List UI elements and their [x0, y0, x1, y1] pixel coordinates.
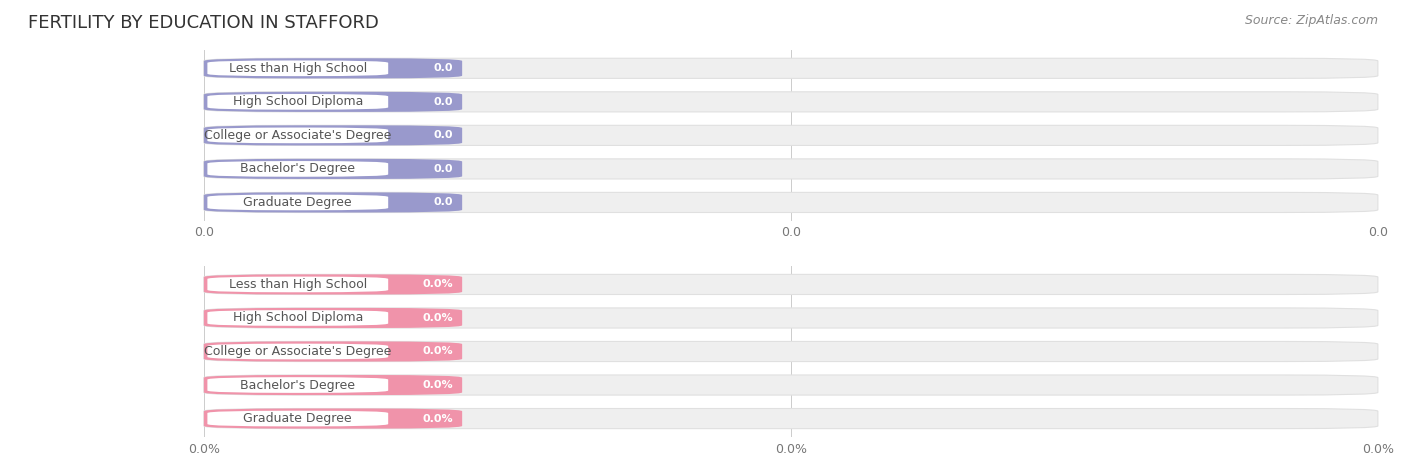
FancyBboxPatch shape [204, 159, 1378, 179]
FancyBboxPatch shape [208, 94, 388, 110]
FancyBboxPatch shape [208, 127, 388, 143]
FancyBboxPatch shape [208, 161, 388, 177]
FancyBboxPatch shape [204, 308, 463, 328]
Text: Source: ZipAtlas.com: Source: ZipAtlas.com [1244, 14, 1378, 27]
FancyBboxPatch shape [204, 375, 463, 395]
Text: Less than High School: Less than High School [229, 62, 367, 75]
Text: 0.0: 0.0 [433, 63, 453, 73]
FancyBboxPatch shape [208, 195, 388, 210]
FancyBboxPatch shape [204, 375, 1378, 395]
Text: 0.0: 0.0 [433, 164, 453, 174]
Text: 0.0: 0.0 [433, 97, 453, 107]
Text: Graduate Degree: Graduate Degree [243, 412, 352, 425]
FancyBboxPatch shape [204, 92, 1378, 112]
Text: FERTILITY BY EDUCATION IN STAFFORD: FERTILITY BY EDUCATION IN STAFFORD [28, 14, 380, 32]
FancyBboxPatch shape [204, 308, 1378, 328]
Text: High School Diploma: High School Diploma [232, 312, 363, 324]
FancyBboxPatch shape [204, 159, 463, 179]
Text: 0.0%: 0.0% [422, 313, 453, 323]
Text: 0.0%: 0.0% [422, 380, 453, 390]
FancyBboxPatch shape [208, 343, 388, 360]
FancyBboxPatch shape [204, 192, 463, 212]
FancyBboxPatch shape [208, 60, 388, 76]
FancyBboxPatch shape [204, 58, 1378, 78]
FancyBboxPatch shape [208, 276, 388, 292]
Text: Less than High School: Less than High School [229, 278, 367, 291]
FancyBboxPatch shape [204, 275, 463, 294]
Text: 0.0%: 0.0% [422, 279, 453, 289]
Text: Graduate Degree: Graduate Degree [243, 196, 352, 209]
Text: College or Associate's Degree: College or Associate's Degree [204, 129, 391, 142]
FancyBboxPatch shape [208, 377, 388, 393]
FancyBboxPatch shape [208, 310, 388, 326]
FancyBboxPatch shape [208, 411, 388, 427]
Text: Bachelor's Degree: Bachelor's Degree [240, 162, 356, 175]
FancyBboxPatch shape [204, 192, 1378, 212]
FancyBboxPatch shape [204, 408, 1378, 428]
Text: 0.0: 0.0 [433, 198, 453, 208]
FancyBboxPatch shape [204, 275, 1378, 294]
Text: 0.0%: 0.0% [422, 414, 453, 424]
FancyBboxPatch shape [204, 408, 463, 428]
FancyBboxPatch shape [204, 92, 463, 112]
FancyBboxPatch shape [204, 125, 463, 145]
FancyBboxPatch shape [204, 342, 463, 361]
Text: High School Diploma: High School Diploma [232, 95, 363, 108]
Text: 0.0%: 0.0% [422, 346, 453, 357]
Text: Bachelor's Degree: Bachelor's Degree [240, 379, 356, 391]
Text: 0.0: 0.0 [433, 130, 453, 141]
FancyBboxPatch shape [204, 58, 463, 78]
FancyBboxPatch shape [204, 125, 1378, 145]
Text: College or Associate's Degree: College or Associate's Degree [204, 345, 391, 358]
FancyBboxPatch shape [204, 342, 1378, 361]
